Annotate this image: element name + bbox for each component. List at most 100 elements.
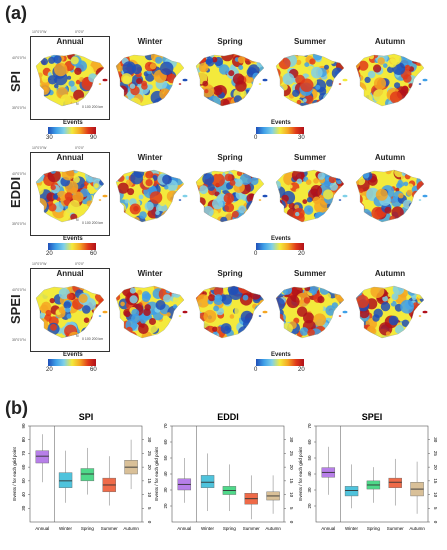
map-title-winter: Winter xyxy=(137,269,163,278)
colorbar-seasonal xyxy=(256,243,304,250)
right-tick-label: 0 xyxy=(147,521,152,524)
category-label: Autumn xyxy=(123,526,139,531)
right-tick-label: 10 xyxy=(289,492,294,498)
map-title-winter: Winter xyxy=(137,153,163,162)
category-label: Spring xyxy=(81,526,95,531)
left-tick-label: 50 xyxy=(21,478,26,484)
row-label-spi: SPI xyxy=(8,71,23,92)
colorbar-seasonal-title: Events xyxy=(271,352,291,358)
colorbar-annual-max: 60 xyxy=(90,367,97,373)
colorbar-seasonal-max: 30 xyxy=(298,135,305,141)
lat-label: 35°0'0"N xyxy=(12,338,26,342)
colorbar-annual xyxy=(48,359,96,366)
left-tick-label: 20 xyxy=(163,503,168,509)
y-axis-label: Events / for each grid point xyxy=(12,446,17,500)
annual-map-frame xyxy=(30,152,110,236)
right-tick-label: 0 xyxy=(289,521,294,524)
right-tick-label: 25 xyxy=(147,451,152,457)
map-eddi-spring xyxy=(195,169,268,223)
left-tick-label: 60 xyxy=(307,439,312,445)
right-tick-label: 5 xyxy=(147,507,152,510)
colorbar-annual-min: 20 xyxy=(46,367,53,373)
left-tick-label: 90 xyxy=(21,423,26,429)
map-spei-autumn xyxy=(355,285,428,339)
right-tick-label: 20 xyxy=(147,465,152,471)
row-label-eddi: EDDI xyxy=(8,176,23,208)
right-tick-label: 15 xyxy=(433,478,438,484)
lat-label: 40°0'0"N xyxy=(12,172,26,176)
y-axis-label: Events / for each grid point xyxy=(298,446,303,500)
map-title-spring: Spring xyxy=(217,269,243,278)
colorbar-annual-title: Events xyxy=(63,236,83,242)
lon-label: 10°0'0"W xyxy=(32,146,47,150)
panel-a-label: (a) xyxy=(5,3,27,23)
scale-bar: 0 100 200 km xyxy=(82,337,104,341)
box-annual xyxy=(35,450,50,464)
lat-label: 35°0'0"N xyxy=(12,222,26,226)
box-spring xyxy=(80,468,95,482)
left-tick-label: 30 xyxy=(21,505,26,511)
map-eddi-summer xyxy=(275,169,348,223)
colorbar-annual xyxy=(48,243,96,250)
left-tick-label: 20 xyxy=(307,503,312,509)
right-tick-label: 30 xyxy=(433,437,438,443)
category-label: Annual xyxy=(177,526,191,531)
colorbar-annual-title: Events xyxy=(63,120,83,126)
left-tick-label: 50 xyxy=(163,455,168,461)
colorbar-seasonal xyxy=(256,127,304,134)
lat-label: 40°0'0"N xyxy=(12,56,26,60)
map-spei-winter xyxy=(115,285,188,339)
plot-frame xyxy=(29,425,143,523)
map-spei-summer xyxy=(275,285,348,339)
colorbar-annual-title: Events xyxy=(63,352,83,358)
map-spi-spring xyxy=(195,53,268,107)
map-spi-winter xyxy=(115,53,188,107)
category-label: Summer xyxy=(243,526,261,531)
lon-label: 0°0'0" xyxy=(75,146,85,150)
panel-b-label: (b) xyxy=(5,398,28,418)
right-tick-label: 15 xyxy=(147,478,152,484)
lon-label: 10°0'0"W xyxy=(32,262,47,266)
right-tick-label: 10 xyxy=(433,492,438,498)
left-tick-label: 70 xyxy=(21,450,26,456)
map-title-winter: Winter xyxy=(137,37,163,46)
map-title-summer: Summer xyxy=(293,269,326,278)
right-tick-label: 30 xyxy=(147,437,152,443)
left-tick-label: 30 xyxy=(163,487,168,493)
map-title-spring: Spring xyxy=(217,153,243,162)
scale-bar: 0 100 200 km xyxy=(82,221,104,225)
colorbar-seasonal-title: Events xyxy=(271,236,291,242)
map-eddi-autumn xyxy=(355,169,428,223)
map-spi-autumn xyxy=(355,53,428,107)
right-tick-label: 15 xyxy=(289,478,294,484)
boxplot-title: SPI xyxy=(79,412,94,422)
colorbar-annual-max: 60 xyxy=(90,251,97,257)
north-arrow: N xyxy=(76,334,79,338)
colorbar-seasonal xyxy=(256,359,304,366)
category-label: Winter xyxy=(59,526,73,531)
north-arrow: N xyxy=(76,102,79,106)
annual-map-frame xyxy=(30,268,110,352)
right-tick-label: 20 xyxy=(433,465,438,471)
right-tick-label: 20 xyxy=(289,465,294,471)
category-label: Autumn xyxy=(409,526,425,531)
lon-label: 0°0'0" xyxy=(75,262,85,266)
right-tick-label: 10 xyxy=(147,492,152,498)
map-spei-annual xyxy=(35,285,108,339)
map-title-annual: Annual xyxy=(56,269,84,278)
right-tick-label: 25 xyxy=(289,451,294,457)
colorbar-annual-max: 90 xyxy=(90,135,97,141)
left-tick-label: 60 xyxy=(21,464,26,470)
scale-bar: 0 100 200 km xyxy=(82,105,104,109)
colorbar-seasonal-max: 20 xyxy=(298,367,305,373)
lat-label: 35°0'0"N xyxy=(12,106,26,110)
lat-label: 40°0'0"N xyxy=(12,288,26,292)
map-title-spring: Spring xyxy=(217,37,243,46)
right-tick-label: 30 xyxy=(289,437,294,443)
box-winter xyxy=(200,475,215,488)
row-label-spei: SPEI xyxy=(8,294,23,324)
left-tick-label: 50 xyxy=(307,455,312,461)
colorbar-annual xyxy=(48,127,96,134)
